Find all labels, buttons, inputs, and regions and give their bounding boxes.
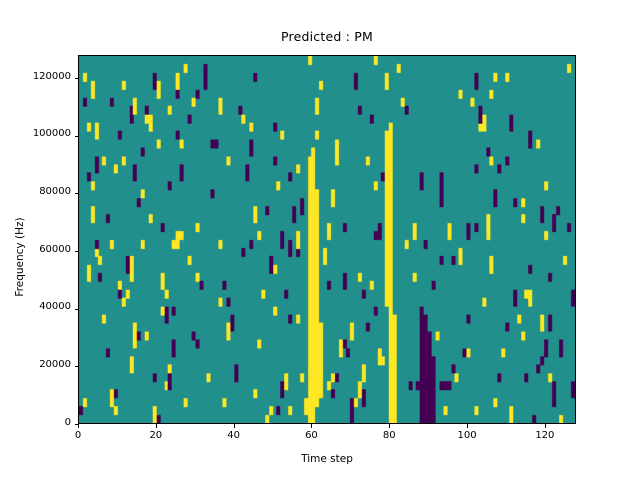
x-axis-tick-label: 60 (305, 430, 318, 441)
y-axis-tick-label: 20000 (39, 358, 71, 370)
x-axis-tick-mark (233, 424, 235, 428)
x-axis-tick: 80 (383, 424, 396, 474)
x-axis-tick: 120 (535, 424, 554, 474)
x-axis-tick: 100 (458, 424, 477, 474)
y-axis-tick: 60000 (0, 244, 78, 255)
x-axis-label: Time step (301, 453, 353, 465)
y-axis-tick-mark (74, 78, 78, 80)
y-axis-tick-mark (74, 308, 78, 310)
x-axis-tick-mark (311, 424, 313, 428)
x-axis-tick-label: 0 (74, 430, 82, 441)
y-axis-tick: 0 (0, 417, 78, 428)
heatmap-plot-area (78, 55, 576, 424)
x-axis-tick-mark (467, 424, 469, 428)
x-axis-tick-mark (78, 424, 79, 428)
y-axis-tick-mark (74, 366, 78, 368)
y-axis-tick-label: 60000 (39, 243, 71, 255)
y-axis-tick: 20000 (0, 359, 78, 370)
y-axis-tick: 40000 (0, 301, 78, 312)
x-axis-tick: 20 (149, 424, 162, 474)
y-axis-tick: 100000 (0, 128, 78, 139)
y-axis-tick-mark (74, 424, 78, 425)
y-axis-tick-mark (74, 135, 78, 137)
x-axis-tick: 40 (227, 424, 240, 474)
y-axis-label: Frequency (Hz) (14, 217, 26, 297)
y-axis-tick-label: 0 (64, 416, 71, 428)
x-axis-tick-label: 100 (457, 430, 477, 441)
y-axis-tick-label: 120000 (32, 70, 71, 82)
x-axis: 0 20 40 60 80 100 120 (75, 424, 577, 474)
x-axis-tick-mark (544, 424, 546, 428)
x-axis-tick: 0 (75, 424, 81, 474)
x-axis-tick: 60 (305, 424, 318, 474)
y-axis-tick-mark (74, 251, 78, 253)
chart-title: Predicted : PM (281, 29, 373, 44)
heatmap-image (79, 56, 575, 423)
x-axis-tick-mark (389, 424, 391, 428)
y-axis-tick-label: 40000 (39, 301, 71, 313)
y-axis-tick-mark (74, 193, 78, 195)
y-axis-tick-label: 80000 (39, 185, 71, 197)
x-axis-tick-label: 40 (227, 430, 240, 441)
x-axis-tick-label: 80 (382, 430, 396, 441)
y-axis-tick: 120000 (0, 71, 78, 82)
x-axis-tick-label: 120 (535, 430, 555, 441)
y-axis-tick-label: 100000 (32, 128, 71, 140)
y-axis: Frequency (Hz) 0 20000 40000 60000 80000 1000… (0, 55, 78, 428)
x-axis-tick-label: 20 (149, 430, 163, 441)
x-axis-tick-mark (155, 424, 157, 428)
y-axis-tick: 80000 (0, 186, 78, 197)
